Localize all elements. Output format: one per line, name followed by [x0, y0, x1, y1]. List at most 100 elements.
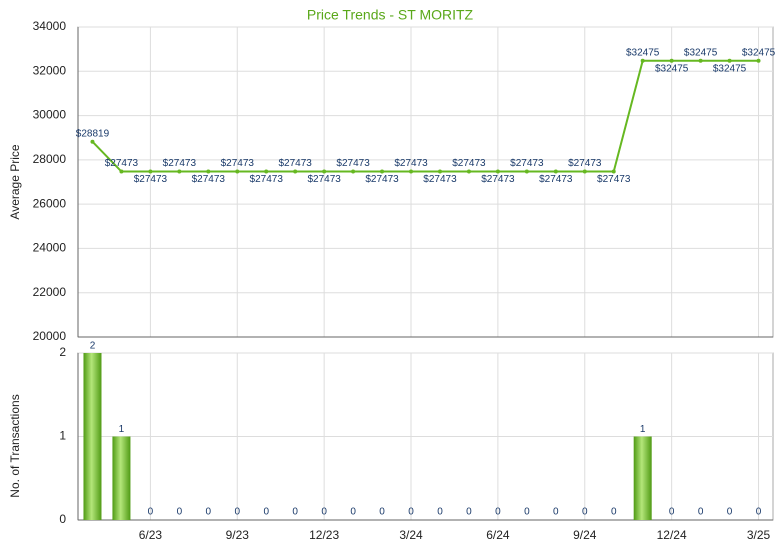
point	[669, 58, 674, 63]
value-label: $27473	[134, 174, 168, 185]
value-label: 0	[177, 507, 183, 518]
value-label: $32475	[655, 63, 689, 74]
chart-title: Price Trends - ST MORITZ	[307, 7, 474, 23]
value-label: $27473	[307, 174, 341, 185]
value-label: 0	[524, 507, 530, 518]
y-tick-label: 26000	[33, 196, 67, 210]
y-tick-label: 34000	[33, 19, 67, 33]
plot-area	[77, 26, 774, 338]
value-label: 0	[611, 507, 617, 518]
value-label: $27473	[163, 158, 197, 169]
point	[756, 58, 761, 63]
value-label: 0	[379, 507, 385, 518]
value-label: $27473	[394, 158, 428, 169]
point	[640, 58, 645, 63]
value-label: 0	[582, 507, 588, 518]
value-label: $27473	[423, 174, 457, 185]
point	[148, 169, 153, 174]
value-label: 0	[263, 507, 269, 518]
point	[119, 169, 124, 174]
x-tick-label: 3/25	[747, 528, 771, 542]
value-label: $32475	[626, 47, 660, 58]
point	[524, 169, 529, 174]
value-label: 0	[148, 507, 154, 518]
x-tick-label: 9/23	[226, 528, 250, 542]
value-label: 2	[90, 341, 96, 352]
x-tick-label: 6/23	[139, 528, 163, 542]
value-label: $27473	[336, 158, 370, 169]
value-label: $27473	[279, 158, 313, 169]
value-label: 0	[206, 507, 212, 518]
value-label: 0	[437, 507, 443, 518]
value-label: 0	[756, 507, 762, 518]
x-tick-label: 9/24	[573, 528, 597, 542]
x-tick-label: 12/23	[309, 528, 339, 542]
value-label: 0	[350, 507, 356, 518]
value-label: $27473	[510, 158, 544, 169]
point	[235, 169, 240, 174]
point	[698, 58, 703, 63]
value-label: 0	[698, 507, 704, 518]
x-tick-label: 12/24	[657, 528, 687, 542]
y-tick-label: 1	[59, 429, 66, 443]
x-tick-label: 6/24	[486, 528, 510, 542]
point	[553, 169, 558, 174]
point	[264, 169, 269, 174]
point	[437, 169, 442, 174]
y-tick-label: 28000	[33, 152, 67, 166]
point	[727, 58, 732, 63]
y-axis-title: No. of Transactions	[8, 394, 22, 497]
value-label: $27473	[105, 158, 139, 169]
y-tick-label: 30000	[33, 108, 67, 122]
value-label: $27473	[221, 158, 255, 169]
point	[409, 169, 414, 174]
value-label: 0	[234, 507, 240, 518]
value-label: 0	[408, 507, 414, 518]
bar	[633, 436, 652, 520]
y-tick-label: 22000	[33, 285, 67, 299]
point	[293, 169, 298, 174]
point	[582, 169, 587, 174]
y-tick-label: 20000	[33, 329, 67, 343]
value-label: $32475	[713, 63, 747, 74]
value-label: 0	[292, 507, 298, 518]
y-tick-label: 32000	[33, 63, 67, 77]
value-label: $27473	[568, 158, 602, 169]
point	[611, 169, 616, 174]
value-label: 0	[553, 507, 559, 518]
value-label: $27473	[452, 158, 486, 169]
value-label: 0	[669, 507, 675, 518]
point	[206, 169, 211, 174]
value-label: 0	[466, 507, 472, 518]
point	[380, 169, 385, 174]
value-label: $27473	[192, 174, 226, 185]
line	[91, 59, 759, 173]
value-label: 1	[640, 424, 646, 435]
x-tick-label: 3/24	[399, 528, 423, 542]
point	[466, 169, 471, 174]
y-tick-label: 2	[59, 345, 66, 359]
value-label: $32475	[684, 47, 718, 58]
value-label: $27473	[481, 174, 515, 185]
value-label: $32475	[742, 47, 776, 58]
value-label: 0	[321, 507, 327, 518]
value-label: $28819	[76, 128, 110, 139]
value-label: $27473	[365, 174, 399, 185]
value-label: $27473	[539, 174, 573, 185]
bar	[83, 353, 102, 520]
point	[90, 139, 95, 144]
value-label: 0	[727, 507, 733, 518]
point	[322, 169, 327, 174]
value-label: $27473	[597, 174, 631, 185]
y-tick-label: 0	[59, 512, 66, 526]
point	[351, 169, 356, 174]
point	[177, 169, 182, 174]
y-tick-label: 24000	[33, 241, 67, 255]
value-label: 0	[495, 507, 501, 518]
value-label: 1	[119, 424, 125, 435]
y-axis-title: Average Price	[8, 144, 22, 219]
point	[495, 169, 500, 174]
value-label: $27473	[250, 174, 284, 185]
